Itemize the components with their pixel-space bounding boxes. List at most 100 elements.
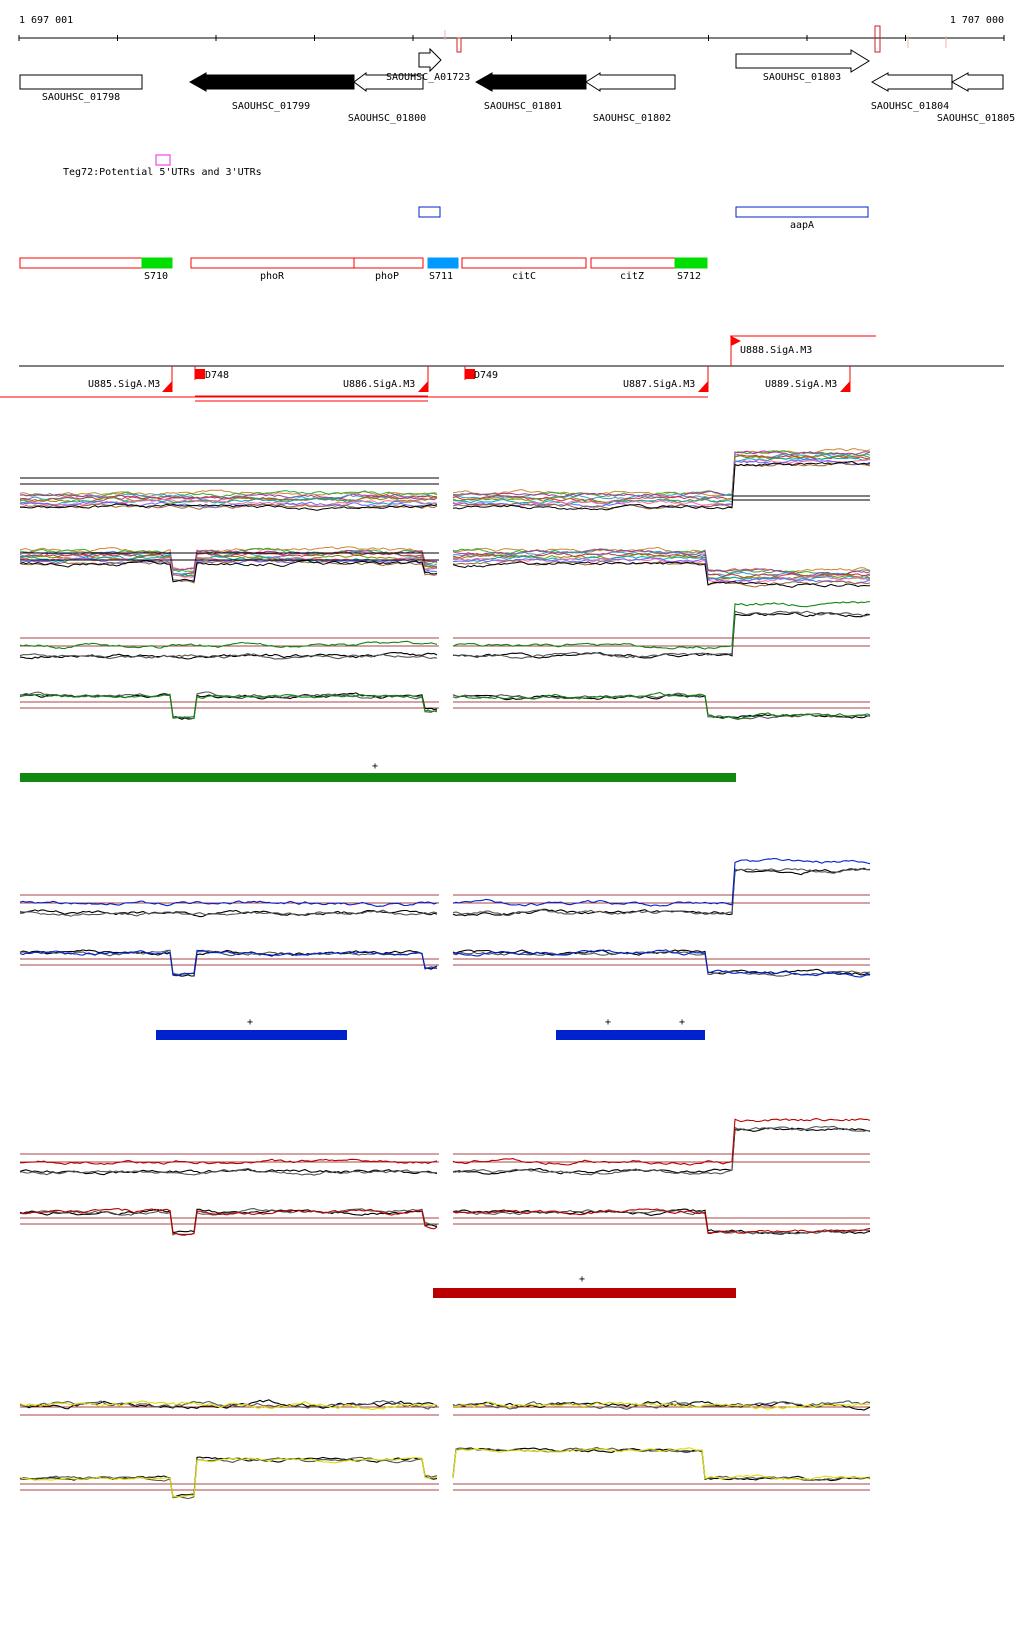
group-marker-blue: + xyxy=(247,1017,253,1028)
tu-flag-u889[interactable] xyxy=(840,381,850,392)
segment-srna-s710[interactable] xyxy=(141,257,173,269)
expression-trace xyxy=(452,1447,871,1482)
gene-label: SAOUHSC_01803 xyxy=(763,72,841,83)
expression-trace xyxy=(19,1456,438,1500)
expression-trace xyxy=(452,553,871,580)
expression-trace xyxy=(452,867,871,917)
segment-label-s711: S711 xyxy=(429,271,453,282)
segment-label-phop: phoP xyxy=(375,271,399,282)
expression-panel-red xyxy=(19,1118,871,1236)
gene-label: SAOUHSC_01801 xyxy=(484,101,562,112)
segment-label-phor: phoR xyxy=(260,271,285,282)
gene-arrow-saouhsc-01798[interactable] xyxy=(19,74,143,90)
segment-box-citc[interactable] xyxy=(461,257,587,269)
expression-trace xyxy=(19,1208,438,1235)
expression-trace xyxy=(19,503,438,510)
segment-box-phor[interactable] xyxy=(190,257,355,269)
tu-label-d749: D749 xyxy=(474,370,498,381)
expression-trace xyxy=(452,546,871,574)
expression-trace xyxy=(19,1400,438,1410)
expression-trace xyxy=(452,1447,871,1481)
expression-trace xyxy=(452,1208,871,1234)
ruler-start-label: 1 697 001 xyxy=(19,15,73,26)
expression-trace xyxy=(452,692,871,720)
gene-arrow-saouhsc-01800[interactable] xyxy=(353,72,424,92)
expression-trace xyxy=(19,547,438,573)
expression-trace xyxy=(452,610,871,659)
aapa-feature-box[interactable] xyxy=(735,206,869,218)
expression-trace xyxy=(452,454,871,503)
tu-marker-d749[interactable] xyxy=(465,369,475,379)
expression-trace xyxy=(452,548,870,575)
group-bar-green[interactable] xyxy=(20,773,736,782)
expression-trace xyxy=(452,691,871,720)
expression-trace xyxy=(453,456,871,505)
gene-label: SAOUHSC_01802 xyxy=(593,113,671,124)
segment-srna-s711[interactable] xyxy=(427,257,459,269)
expression-trace xyxy=(452,1208,871,1235)
gene-arrow-saouhsc-a01723[interactable] xyxy=(418,47,442,73)
ruler-marker-red xyxy=(456,37,462,53)
tu-flag-u888[interactable] xyxy=(731,336,741,346)
gene-arrow-saouhsc-01803[interactable] xyxy=(735,49,870,73)
segment-box[interactable] xyxy=(19,257,143,269)
segment-box-phop[interactable] xyxy=(353,257,424,269)
expression-trace xyxy=(19,909,438,918)
expression-trace xyxy=(452,1127,871,1175)
expression-trace xyxy=(19,949,438,975)
expression-trace xyxy=(452,949,871,978)
blue-feature-box[interactable] xyxy=(418,206,441,218)
expression-trace xyxy=(452,1209,870,1235)
expression-trace xyxy=(19,900,438,907)
segment-label-citz: citZ xyxy=(620,271,644,282)
tu-flag-u887[interactable] xyxy=(698,381,708,392)
expression-panel-multi-1 xyxy=(19,448,871,511)
expression-panel-green xyxy=(19,600,871,720)
expression-trace xyxy=(19,497,438,506)
group-bar-blue-1[interactable] xyxy=(156,1030,347,1040)
tu-flag-u885[interactable] xyxy=(162,381,172,392)
gene-label: SAOUHSC_01799 xyxy=(232,101,310,112)
expression-trace xyxy=(452,600,871,650)
teg-feature-box[interactable] xyxy=(155,154,171,166)
gene-arrow-saouhsc-01799[interactable] xyxy=(188,72,355,92)
expression-trace xyxy=(452,857,871,907)
expression-trace xyxy=(19,909,438,917)
tu-label-u888: U888.SigA.M3 xyxy=(740,345,812,356)
expression-trace xyxy=(452,867,871,917)
tu-label-u887: U887.SigA.M3 xyxy=(623,379,695,390)
gene-arrow-saouhsc-01804[interactable] xyxy=(870,72,953,92)
tu-marker-d748[interactable] xyxy=(195,369,205,379)
segment-box-citz[interactable] xyxy=(590,257,676,269)
tu-flag-u886[interactable] xyxy=(418,381,428,392)
expression-trace xyxy=(19,1208,438,1234)
expression-trace xyxy=(19,1456,438,1498)
tu-label-u889: U889.SigA.M3 xyxy=(765,379,837,390)
teg-track: Teg72:Potential 5'UTRs and 3'UTRs xyxy=(63,154,262,178)
expression-trace xyxy=(452,453,871,500)
group-bar-red[interactable] xyxy=(433,1288,736,1298)
ruler-ticks xyxy=(18,35,1005,41)
group-bar-blue-2[interactable] xyxy=(556,1030,705,1040)
gene-arrow-saouhsc-01801[interactable] xyxy=(474,72,587,92)
gene-arrow-saouhsc-01802[interactable] xyxy=(585,72,676,92)
expression-panel-yellow xyxy=(19,1399,871,1500)
expression-trace xyxy=(19,693,438,720)
tu-label-d748: D748 xyxy=(205,370,229,381)
expression-trace xyxy=(452,1446,871,1481)
expression-trace xyxy=(19,640,438,650)
segment-track: S710 phoR phoP S711 citC citZ S712 xyxy=(19,257,708,282)
expression-trace xyxy=(19,557,438,583)
segment-label-citc: citC xyxy=(512,271,536,282)
transcription-unit-track: U888.SigA.M3 U885.SigA.M3 D748 U886.SigA… xyxy=(0,335,1004,402)
group-marker-blue: + xyxy=(605,1017,611,1028)
expression-trace xyxy=(452,1118,871,1166)
group-marker-green: + xyxy=(372,761,378,772)
segment-srna-s712[interactable] xyxy=(674,257,708,269)
expression-panel-blue xyxy=(19,857,871,978)
gene-arrow-saouhsc-01805[interactable] xyxy=(950,72,1004,92)
segment-label-s710: S710 xyxy=(144,271,168,282)
teg-label: Teg72:Potential 5'UTRs and 3'UTRs xyxy=(63,167,262,178)
expression-trace xyxy=(19,559,438,583)
